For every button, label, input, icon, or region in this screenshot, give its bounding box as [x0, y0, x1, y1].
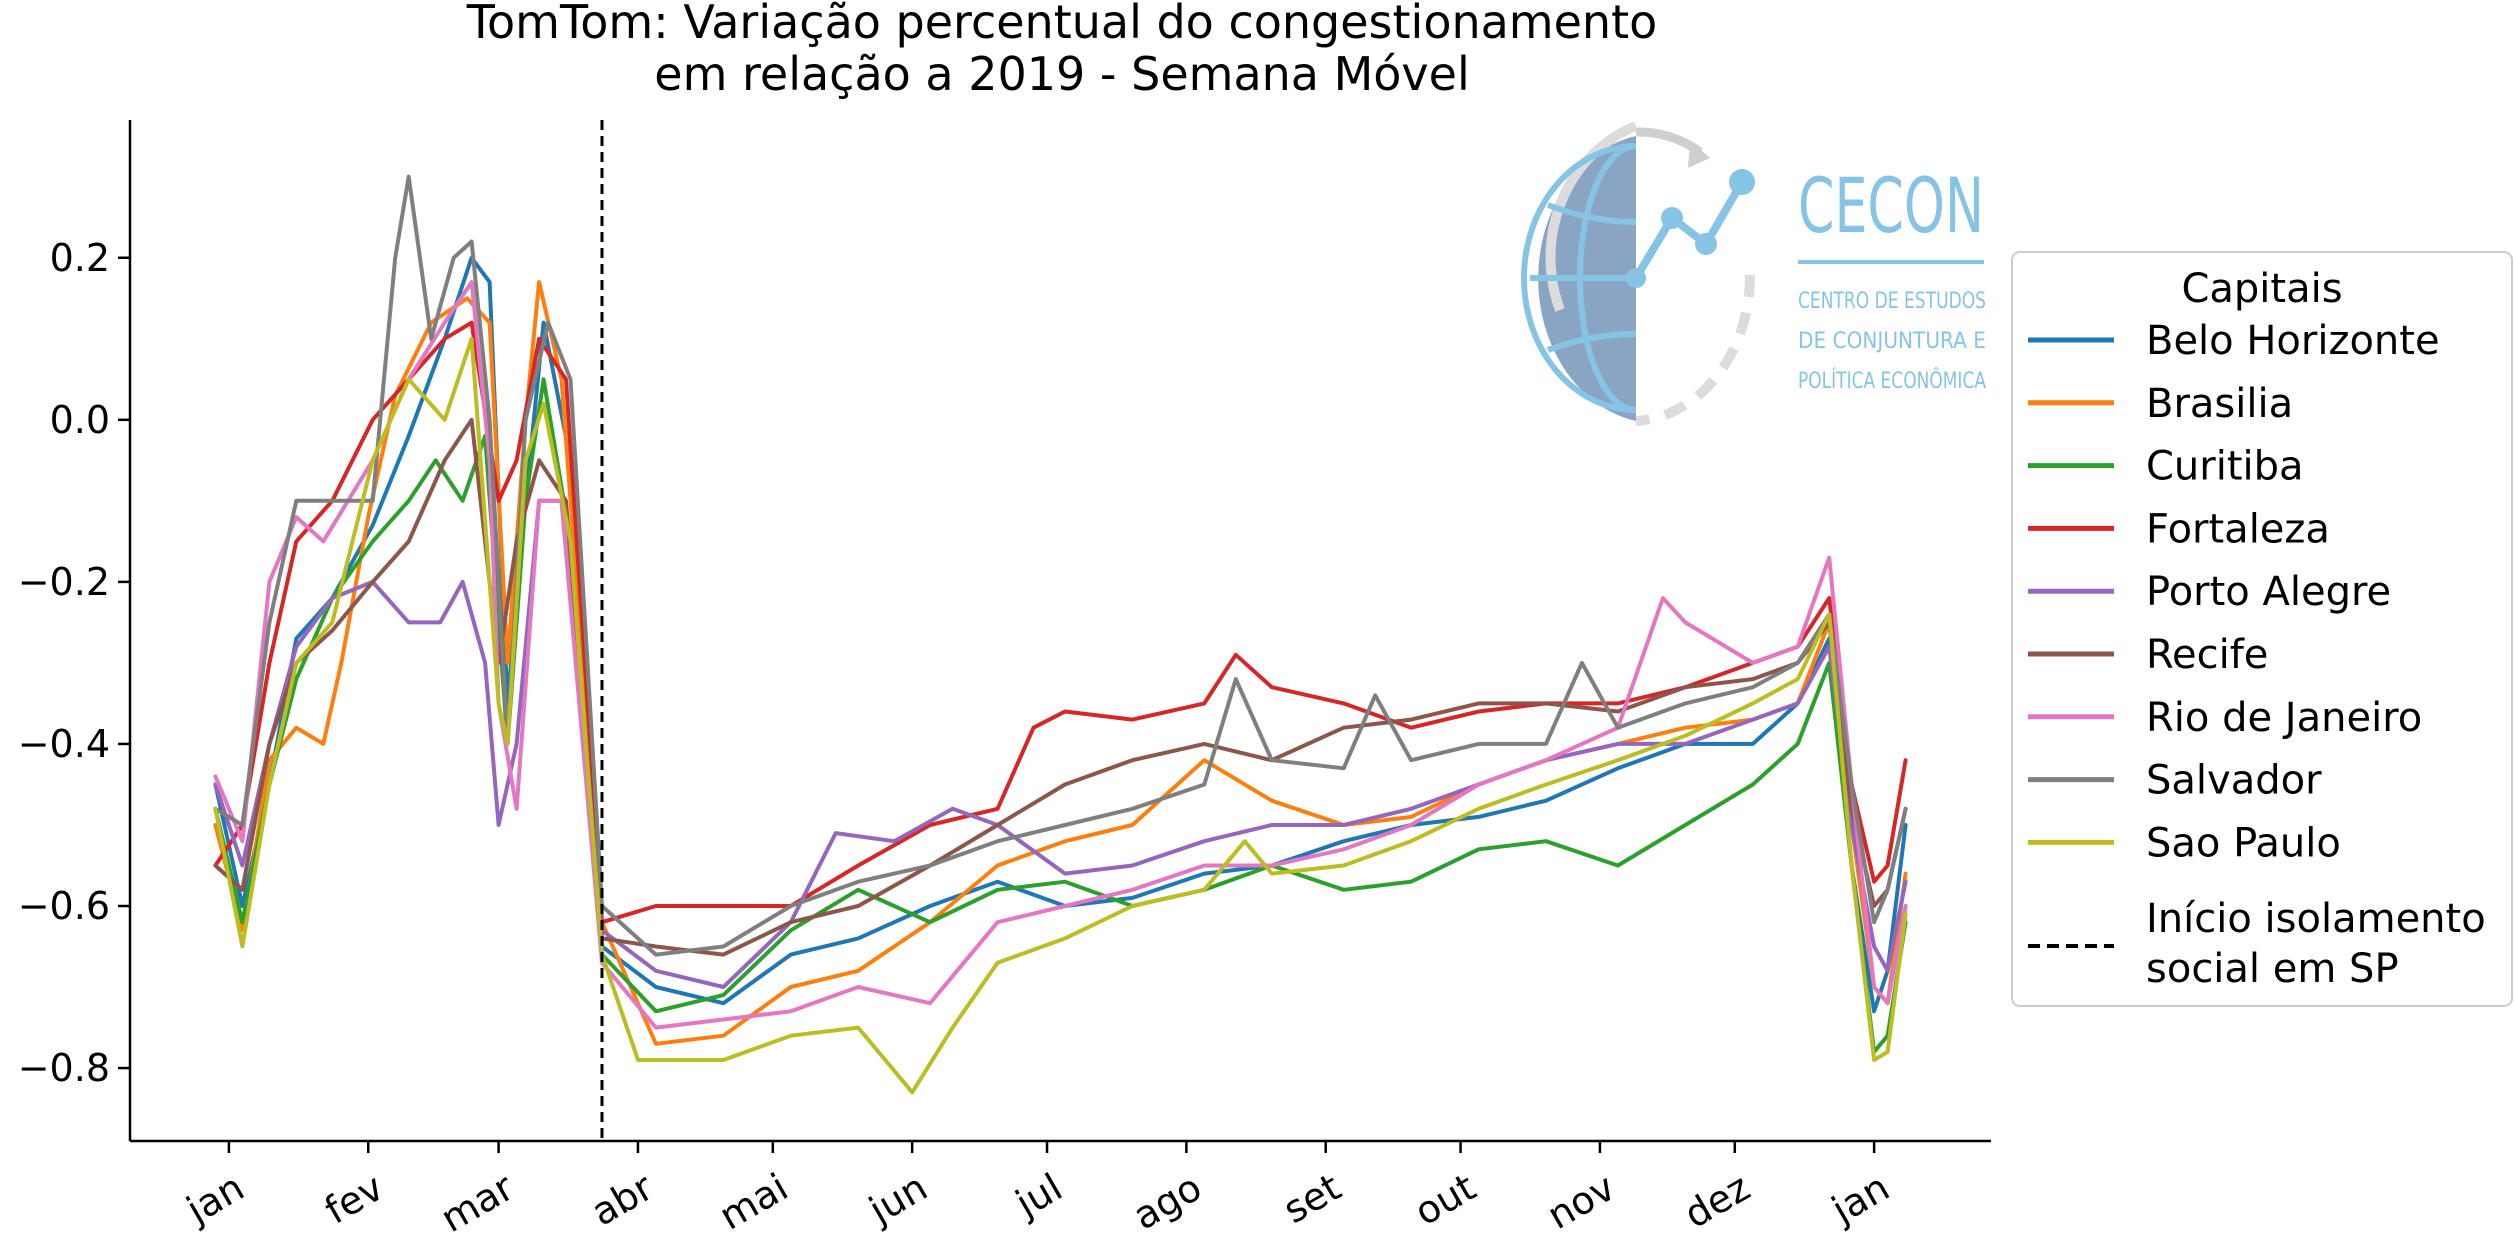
y-tick-label: −0.6 — [18, 884, 110, 928]
logo-trend-dot — [1729, 169, 1755, 195]
legend-item: Brasilia — [2028, 381, 2293, 427]
logo-name: CECON — [1798, 161, 1984, 250]
legend-label: Brasilia — [2146, 381, 2293, 427]
series-layer — [213, 174, 1908, 1095]
legend-label: Curitiba — [2146, 444, 2304, 490]
legend-item: Salvador — [2028, 758, 2322, 804]
legend-label: Recife — [2146, 632, 2268, 678]
logo-subtitle-line: DE CONJUNTURA E — [1798, 329, 1986, 354]
legend: Capitais Belo Horizonte Brasilia Curitiba F… — [2011, 251, 2513, 1007]
series-line-rio-de-janeiro — [213, 280, 1908, 1030]
legend-item: Recife — [2028, 632, 2268, 678]
legend-label: Rio de Janeiro — [2146, 695, 2422, 741]
legend-item: Fortaleza — [2028, 506, 2330, 552]
legend-item: Belo Horizonte — [2028, 318, 2440, 364]
series-line-belo-horizonte — [213, 255, 1908, 1014]
legend-label-isolation: social em SP — [2146, 946, 2399, 992]
chart-title: TomTom: Variação percentual do congestio… — [466, 0, 1658, 49]
legend-label: Porto Alegre — [2146, 569, 2391, 615]
legend-item: Porto Alegre — [2028, 569, 2391, 615]
cecon-logo: CECON CENTRO DE ESTUDOS DE CONJUNTURA E … — [1521, 121, 1986, 426]
logo-trend-line — [1632, 179, 1746, 281]
legend-frame — [2011, 251, 2513, 1007]
series-line-sao-paulo — [213, 336, 1908, 1095]
series-line-fortaleza — [213, 320, 1908, 925]
logo-globe-lines — [1521, 143, 1637, 413]
series-line-curitiba — [213, 377, 1908, 1054]
legend-label: Fortaleza — [2146, 506, 2330, 552]
series-line-brasilia — [213, 280, 1908, 1046]
series-line-porto-alegre — [213, 498, 1908, 989]
y-tick-label: 0.2 — [50, 236, 110, 280]
logo-trend-dot — [1661, 207, 1683, 229]
y-tick-label: −0.4 — [18, 722, 110, 766]
legend-label: Salvador — [2146, 758, 2322, 804]
legend-item: Sao Paulo — [2028, 820, 2341, 866]
legend-item: Rio de Janeiro — [2028, 695, 2422, 741]
y-axis-ticks: 0.2 0.0 −0.2 −0.4 −0.6 −0.8 — [18, 236, 130, 1090]
legend-title: Capitais — [2181, 266, 2342, 312]
y-tick-label: 0.0 — [50, 398, 110, 442]
legend-label: Sao Paulo — [2146, 820, 2341, 866]
y-tick-label: −0.2 — [18, 560, 110, 604]
chart-subtitle: em relação a 2019 - Semana Móvel — [654, 47, 1469, 101]
logo-subtitle-line: POLÍTICA ECONÔMICA — [1798, 368, 1986, 394]
series-line-salvador — [213, 174, 1908, 957]
legend-label: Belo Horizonte — [2146, 318, 2440, 364]
legend-item: Curitiba — [2028, 444, 2304, 490]
logo-arrow-head — [1688, 140, 1710, 168]
legend-items: Belo Horizonte Brasilia Curitiba Fortaleza P… — [2028, 318, 2486, 992]
logo-trend-dot — [1695, 233, 1717, 255]
logo-trend-dot — [1626, 268, 1646, 288]
y-tick-label: −0.8 — [18, 1046, 110, 1090]
logo-subtitle-line: CENTRO DE ESTUDOS — [1798, 289, 1986, 314]
legend-label-isolation: Início isolamento — [2146, 896, 2486, 942]
